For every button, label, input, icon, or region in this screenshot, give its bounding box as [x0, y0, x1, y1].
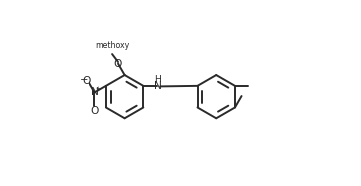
Text: O: O — [83, 76, 91, 86]
Text: methoxy: methoxy — [95, 41, 130, 50]
Text: N: N — [154, 81, 162, 91]
Text: O: O — [90, 106, 99, 116]
Text: +: + — [95, 86, 100, 92]
Text: O: O — [114, 59, 122, 69]
Text: N: N — [91, 87, 99, 97]
Text: H: H — [154, 75, 161, 84]
Text: −: − — [80, 75, 88, 85]
